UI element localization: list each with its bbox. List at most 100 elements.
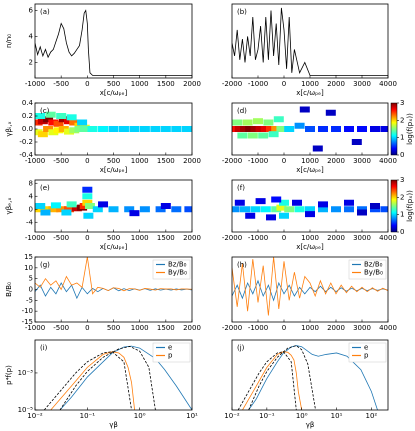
- density-cell: [83, 212, 94, 219]
- density-cell: [48, 129, 59, 136]
- x-tick-label: 10¹: [186, 412, 198, 420]
- legend-label: e: [168, 344, 172, 352]
- colorbar: [390, 179, 398, 233]
- density-cell: [40, 209, 51, 216]
- density-cell: [37, 131, 48, 138]
- x-tick-label: 0: [85, 80, 89, 88]
- density-cell: [294, 206, 305, 213]
- density-cell: [370, 126, 380, 132]
- density-cell: [43, 126, 54, 132]
- x-tick-label: 2000: [327, 234, 345, 242]
- density-cell: [234, 199, 245, 206]
- legend-label: p: [168, 352, 173, 360]
- x-tick-label: 10⁻²: [224, 412, 240, 420]
- density-cell: [268, 131, 279, 138]
- density-cell: [263, 119, 274, 126]
- density-cell: [250, 126, 261, 132]
- x-tick-label: 0: [282, 324, 286, 332]
- density-cell: [318, 201, 328, 208]
- y-tick-label: 10⁻⁵: [18, 406, 34, 414]
- y-tick-label: -15: [22, 318, 33, 326]
- density-cell: [74, 126, 85, 132]
- y-axis-label: n/n₀: [5, 34, 13, 48]
- y-tick-label: 0.2: [22, 112, 33, 120]
- y-axis-label: γβᵢ,ₓ: [5, 121, 13, 136]
- density-cell: [255, 126, 266, 132]
- series-line: [232, 257, 388, 316]
- x-tick-label: -1000: [248, 324, 268, 332]
- density-cell: [155, 206, 166, 213]
- legend-label: Bz/B₀: [168, 261, 187, 269]
- legend-label: e: [364, 344, 368, 352]
- y-tick-label: 0.4: [22, 99, 34, 107]
- panel-label: (h): [237, 261, 247, 269]
- density-cell: [305, 211, 315, 218]
- x-axis-label: x[c/ωₚₑ]: [296, 166, 324, 174]
- x-tick-label: 2000: [183, 324, 201, 332]
- plot-data: [237, 345, 378, 410]
- density-cell: [139, 206, 150, 213]
- x-tick-label: 1000: [301, 234, 319, 242]
- x-tick-label: -2000: [222, 324, 242, 332]
- density-cell: [64, 206, 75, 213]
- plot-data: [232, 7, 388, 76]
- density-cell: [357, 209, 367, 216]
- x-tick-label: 2000: [327, 157, 345, 165]
- density-cell: [344, 126, 354, 132]
- density-cell: [35, 113, 46, 119]
- plot-area: [35, 4, 192, 78]
- density-cell: [124, 206, 135, 213]
- x-tick-label: 1000: [131, 80, 149, 88]
- x-tick-label: 4000: [379, 234, 397, 242]
- density-cell: [232, 206, 240, 213]
- density-cell: [82, 199, 93, 206]
- density-cell: [255, 198, 266, 205]
- x-tick-label: 2000: [183, 80, 201, 88]
- series-line: [59, 345, 192, 410]
- density-cell: [53, 120, 64, 127]
- density-cell: [82, 186, 93, 193]
- colorbar-tick-label: 0: [400, 228, 404, 236]
- density-cell: [160, 203, 171, 209]
- y-axis-label: B/B₀: [5, 282, 13, 297]
- density-cell: [294, 122, 305, 129]
- density-cell: [48, 119, 59, 126]
- density-cell: [53, 127, 64, 134]
- panel-label: (i): [40, 344, 48, 352]
- y-tick-label: 0: [29, 205, 33, 213]
- density-cell: [129, 126, 140, 132]
- density-cell: [344, 199, 354, 206]
- legend-label: By/B₀: [364, 269, 383, 277]
- x-tick-label: 0: [282, 157, 286, 165]
- series-line: [50, 351, 135, 410]
- x-tick-label: 1000: [301, 157, 319, 165]
- density-cell: [276, 204, 287, 211]
- fit-line: [43, 351, 132, 410]
- density-cell: [232, 119, 243, 126]
- density-cell: [357, 126, 367, 132]
- density-cell: [331, 206, 341, 213]
- colorbar-tick-label: 3: [400, 99, 404, 107]
- density-cell: [318, 206, 328, 213]
- colorbar-tick-label: 1: [400, 134, 404, 142]
- x-tick-label: 10⁻¹: [80, 412, 96, 420]
- density-cell: [150, 126, 161, 132]
- density-cell: [344, 206, 354, 213]
- density-cell: [237, 132, 248, 139]
- x-tick-label: 0: [282, 80, 286, 88]
- density-cell: [250, 206, 261, 213]
- y-tick-label: 2: [29, 58, 33, 66]
- panel-label: (d): [237, 107, 247, 115]
- density-cell: [292, 199, 302, 206]
- y-tick-label: -0.4: [19, 151, 33, 159]
- x-tick-label: 0: [85, 157, 89, 165]
- x-tick-label: 3000: [353, 324, 371, 332]
- x-tick-label: -1000: [25, 234, 45, 242]
- density-cell: [71, 205, 82, 212]
- fit-line: [35, 9, 192, 76]
- x-tick-label: -500: [53, 234, 69, 242]
- x-tick-label: 0: [85, 234, 89, 242]
- colorbar-tick-label: 3: [400, 176, 404, 184]
- density-cell: [305, 206, 315, 213]
